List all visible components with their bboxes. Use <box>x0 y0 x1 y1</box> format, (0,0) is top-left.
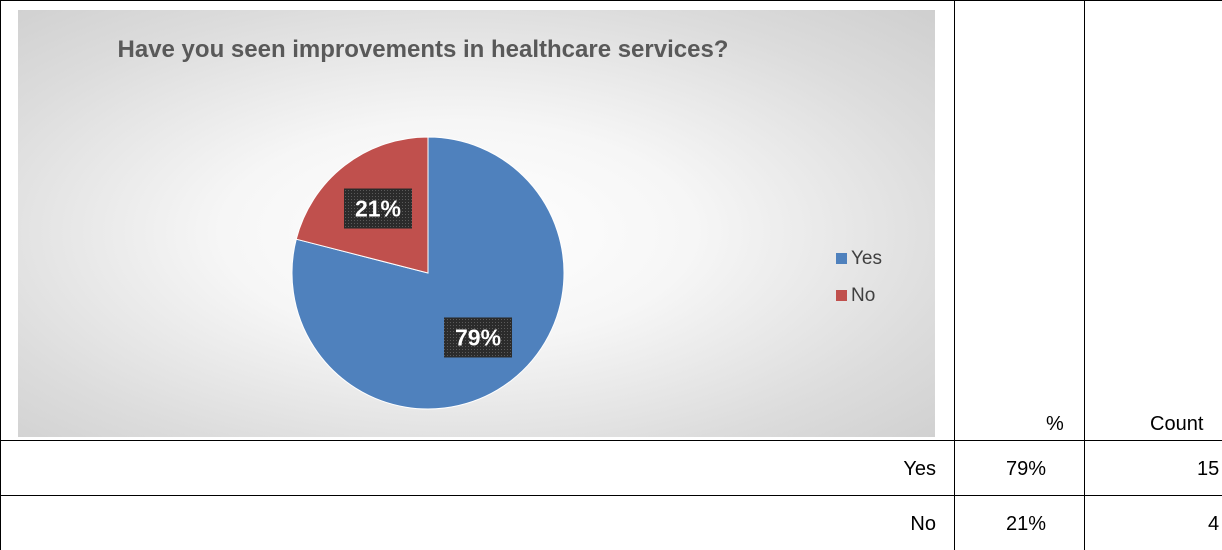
column-divider-2 <box>1084 0 1085 550</box>
row-yes-label: Yes <box>903 458 936 480</box>
chart-title: Have you seen improvements in healthcare… <box>117 36 729 63</box>
legend-swatch-yes <box>836 253 847 264</box>
data-label-text: 21% <box>355 196 401 222</box>
table-border-top <box>0 0 1222 1</box>
pie-chart: Have you seen improvements in healthcare… <box>18 10 935 437</box>
row-divider-1 <box>0 440 1222 441</box>
legend-label-yes: Yes <box>851 247 882 269</box>
legend-swatch-no <box>836 290 847 301</box>
column-divider-1 <box>954 0 955 550</box>
row-no-count: 4 <box>1208 513 1220 535</box>
legend-label-no: No <box>851 284 876 306</box>
row-no-percent: 21% <box>1006 513 1047 535</box>
row-no-label: No <box>910 513 936 535</box>
legend-item-yes: Yes <box>836 240 882 277</box>
header-percent: % <box>1046 413 1064 435</box>
data-label-box <box>343 188 412 229</box>
row-yes-percent: 79% <box>1006 458 1047 480</box>
row-yes-count: 15 <box>1197 458 1220 480</box>
pie-chart-svg: 79% 21% <box>291 136 565 410</box>
table-border-left <box>0 0 1 550</box>
data-label-box <box>444 317 513 358</box>
header-count: Count <box>1150 413 1204 435</box>
data-label-text: 79% <box>455 324 501 350</box>
data-label-no: 21% <box>343 188 412 229</box>
legend-item-no: No <box>836 277 882 314</box>
chart-legend: Yes No <box>836 240 882 314</box>
data-label-yes: 79% <box>444 317 513 358</box>
row-divider-2 <box>0 495 1222 496</box>
